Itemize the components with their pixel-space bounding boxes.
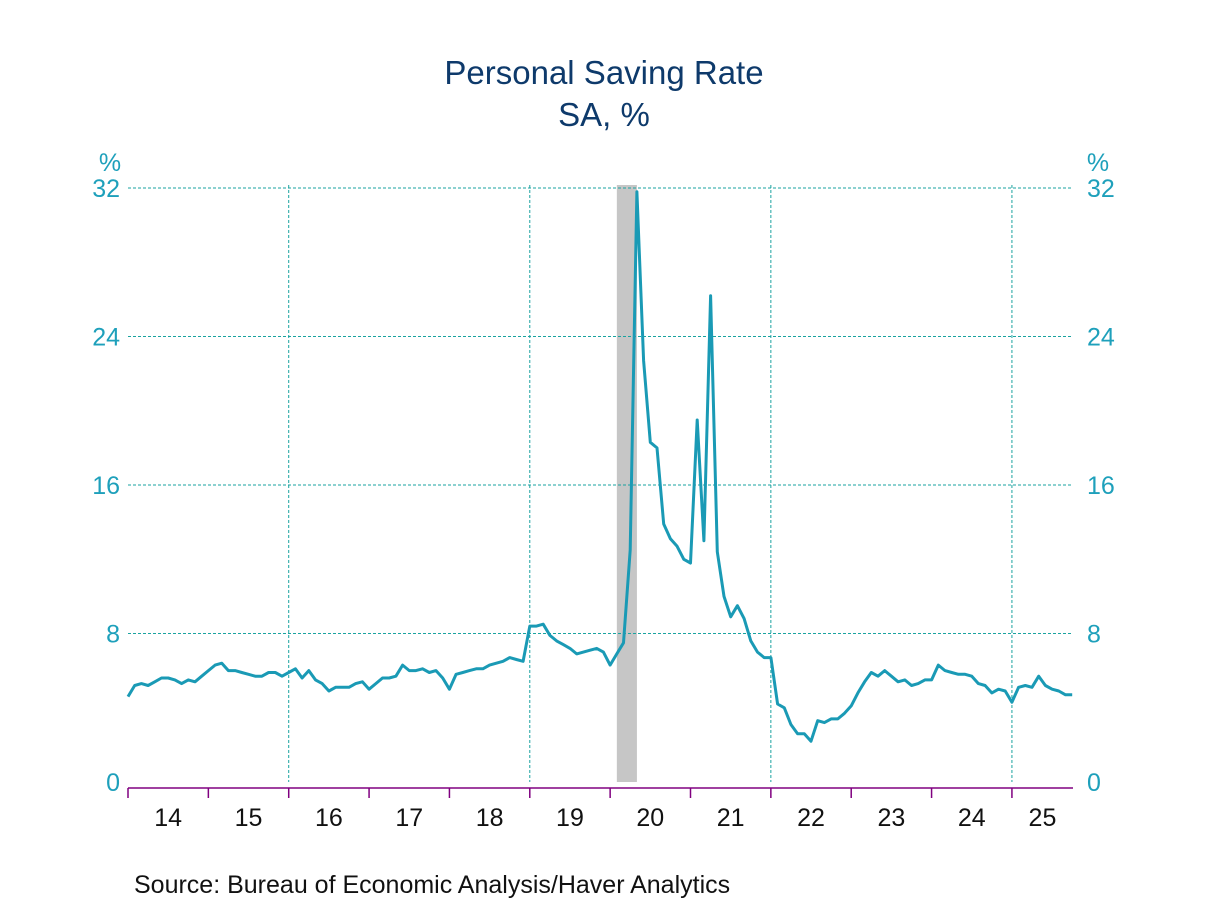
x-tick-label: 18 bbox=[476, 804, 504, 832]
y-tick-label-right: 8 bbox=[1087, 621, 1101, 649]
chart-subtitle: SA, % bbox=[558, 96, 650, 133]
x-tick-label: 16 bbox=[315, 804, 343, 832]
x-tick-label: 23 bbox=[877, 804, 905, 832]
y-tick-label-right: 32 bbox=[1087, 175, 1115, 203]
y-tick-label-right: 24 bbox=[1087, 324, 1115, 352]
y-tick-label-left: 0 bbox=[106, 769, 120, 797]
y-tick-label-right: 0 bbox=[1087, 769, 1101, 797]
y-axis-unit-left: % bbox=[99, 149, 121, 177]
x-tick-label: 24 bbox=[958, 804, 986, 832]
x-tick-label: 17 bbox=[395, 804, 423, 832]
y-tick-label-right: 16 bbox=[1087, 472, 1115, 500]
x-tick-label: 19 bbox=[556, 804, 584, 832]
y-tick-label-left: 16 bbox=[92, 472, 120, 500]
x-tick-label: 21 bbox=[717, 804, 745, 832]
y-tick-label-left: 24 bbox=[92, 324, 120, 352]
x-tick-label: 20 bbox=[636, 804, 664, 832]
recession-shading bbox=[616, 185, 637, 782]
chart-title: Personal Saving Rate bbox=[444, 54, 764, 91]
x-tick-label: 25 bbox=[1029, 804, 1057, 832]
source-note: Source: Bureau of Economic Analysis/Have… bbox=[134, 871, 731, 899]
x-tick-label: 15 bbox=[235, 804, 263, 832]
x-tick-label: 22 bbox=[797, 804, 825, 832]
y-tick-label-left: 8 bbox=[106, 621, 120, 649]
y-axis-unit-right: % bbox=[1087, 149, 1109, 177]
x-tick-label: 14 bbox=[154, 804, 182, 832]
y-tick-label-left: 32 bbox=[92, 175, 120, 203]
series-line-personal-saving-rate bbox=[126, 190, 1073, 743]
